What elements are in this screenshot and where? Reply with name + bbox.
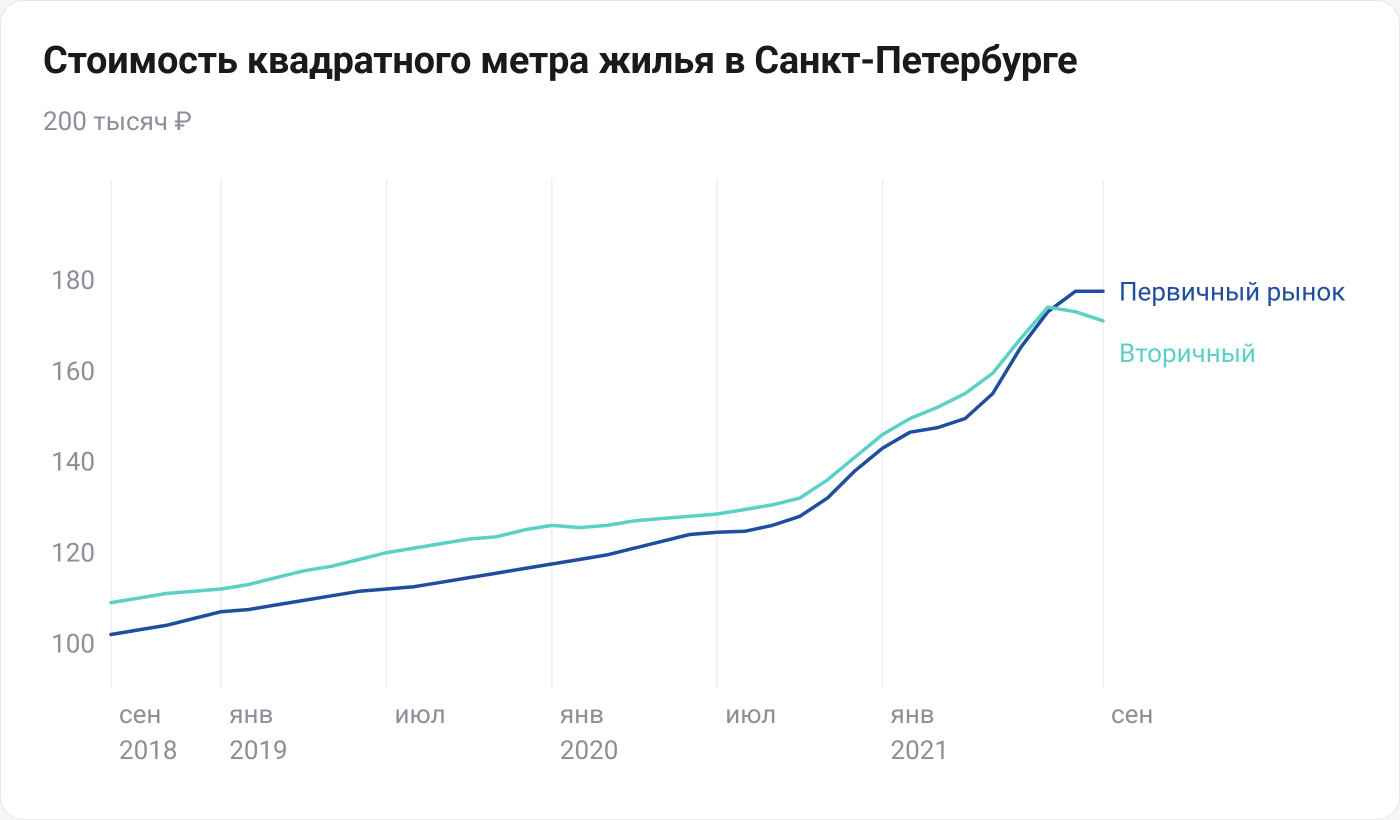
series-line: [111, 307, 1103, 602]
x-tick-month: янв: [891, 700, 935, 730]
y-tick-label: 120: [51, 539, 95, 569]
y-tick-label: 100: [51, 630, 95, 660]
x-tick-month: июл: [395, 700, 446, 730]
x-tick-month: янв: [229, 700, 273, 730]
x-tick-year: 2021: [891, 736, 949, 766]
x-tick-year: 2020: [560, 736, 618, 766]
x-tick-year: 2019: [229, 736, 287, 766]
chart-plot-area: 100 120 140 160 180 Первичный рынок Вторичный с…: [43, 149, 1357, 769]
series-label: Первичный рынок: [1119, 277, 1345, 307]
x-tick-month: сен: [1111, 700, 1153, 730]
y-tick-label: 180: [51, 266, 95, 296]
y-axis-unit-label: 200 тысяч ₽: [43, 107, 1357, 137]
series-label: Вторичный: [1119, 339, 1256, 369]
x-tick-month: сен: [119, 700, 161, 730]
line-chart-svg: 100 120 140 160 180 Первичный рынок Вторичный с…: [43, 149, 1359, 769]
x-tick-year: 2018: [119, 736, 177, 766]
y-tick-label: 160: [51, 357, 95, 387]
x-tick-month: янв: [560, 700, 604, 730]
chart-card: Стоимость квадратного метра жилья в Санк…: [0, 0, 1400, 820]
y-tick-label: 140: [51, 448, 95, 478]
x-tick-month: июл: [725, 700, 776, 730]
chart-title: Стоимость квадратного метра жилья в Санк…: [43, 39, 1357, 83]
